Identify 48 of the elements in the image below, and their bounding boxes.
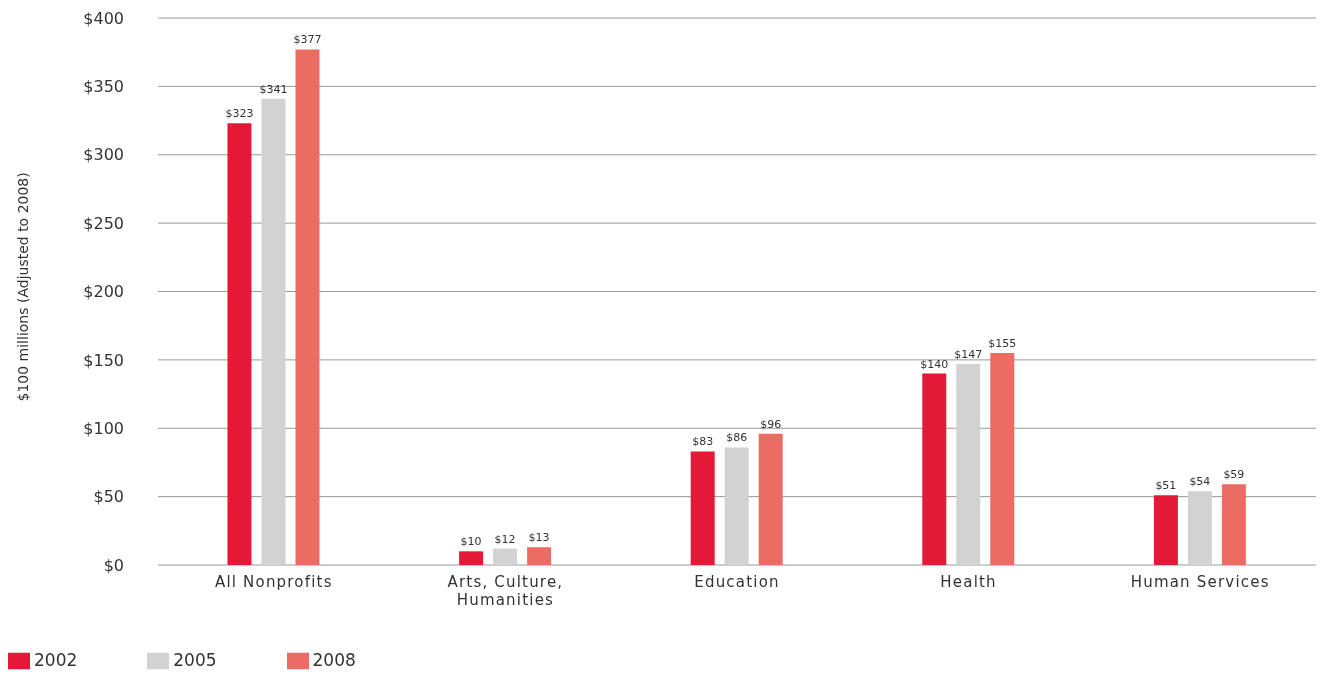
y-tick-label: $0 [103, 555, 124, 575]
bar [758, 433, 783, 565]
text: $147 [954, 347, 983, 361]
y-tick-label: $50 [93, 487, 124, 507]
text: $155 [988, 337, 1017, 351]
text: $10 [460, 535, 482, 549]
text: $83 [692, 435, 714, 449]
text: $140 [920, 357, 949, 371]
text: $59 [1223, 468, 1245, 482]
y-tick-label: $400 [83, 8, 124, 28]
bar [459, 551, 484, 565]
bar [724, 447, 749, 565]
y-tick-label: $150 [83, 350, 124, 370]
y-tick-label: $250 [83, 213, 124, 233]
bar [956, 363, 981, 565]
text: $377 [293, 33, 322, 47]
bar [295, 49, 320, 565]
y-axis-title: $100 millions (Adjusted to 2008) [14, 172, 31, 402]
bar [261, 98, 286, 565]
legend-label: 2005 [173, 650, 217, 670]
text: $96 [760, 417, 782, 431]
bar [690, 451, 715, 565]
bar [1221, 484, 1246, 565]
text: $51 [1155, 479, 1177, 493]
legend-label: 2002 [34, 650, 78, 670]
x-tick-label: Human Services [1130, 573, 1270, 591]
x-tick-label: Education [694, 573, 780, 591]
y-tick-label: $100 [83, 418, 124, 438]
bar [922, 373, 947, 565]
bar [227, 123, 252, 565]
text: $86 [726, 431, 748, 445]
bar [990, 353, 1015, 565]
y-tick-label: $300 [83, 145, 124, 165]
bar [527, 547, 552, 565]
x-tick-label: All Nonprofits [214, 573, 333, 591]
x-tick-label: Arts, Culture, Humanities [447, 573, 564, 609]
legend-label: 2008 [312, 650, 356, 670]
text: $323 [225, 107, 254, 121]
bar [1153, 495, 1178, 565]
y-tick-label: $200 [83, 282, 124, 302]
text: $12 [494, 532, 516, 546]
text: $13 [528, 531, 550, 545]
text: $54 [1189, 475, 1211, 489]
bar [493, 548, 518, 565]
x-tick-label: Health [940, 573, 997, 591]
y-tick-label: $350 [83, 77, 124, 97]
text: $341 [259, 82, 288, 96]
bar [1187, 491, 1212, 565]
